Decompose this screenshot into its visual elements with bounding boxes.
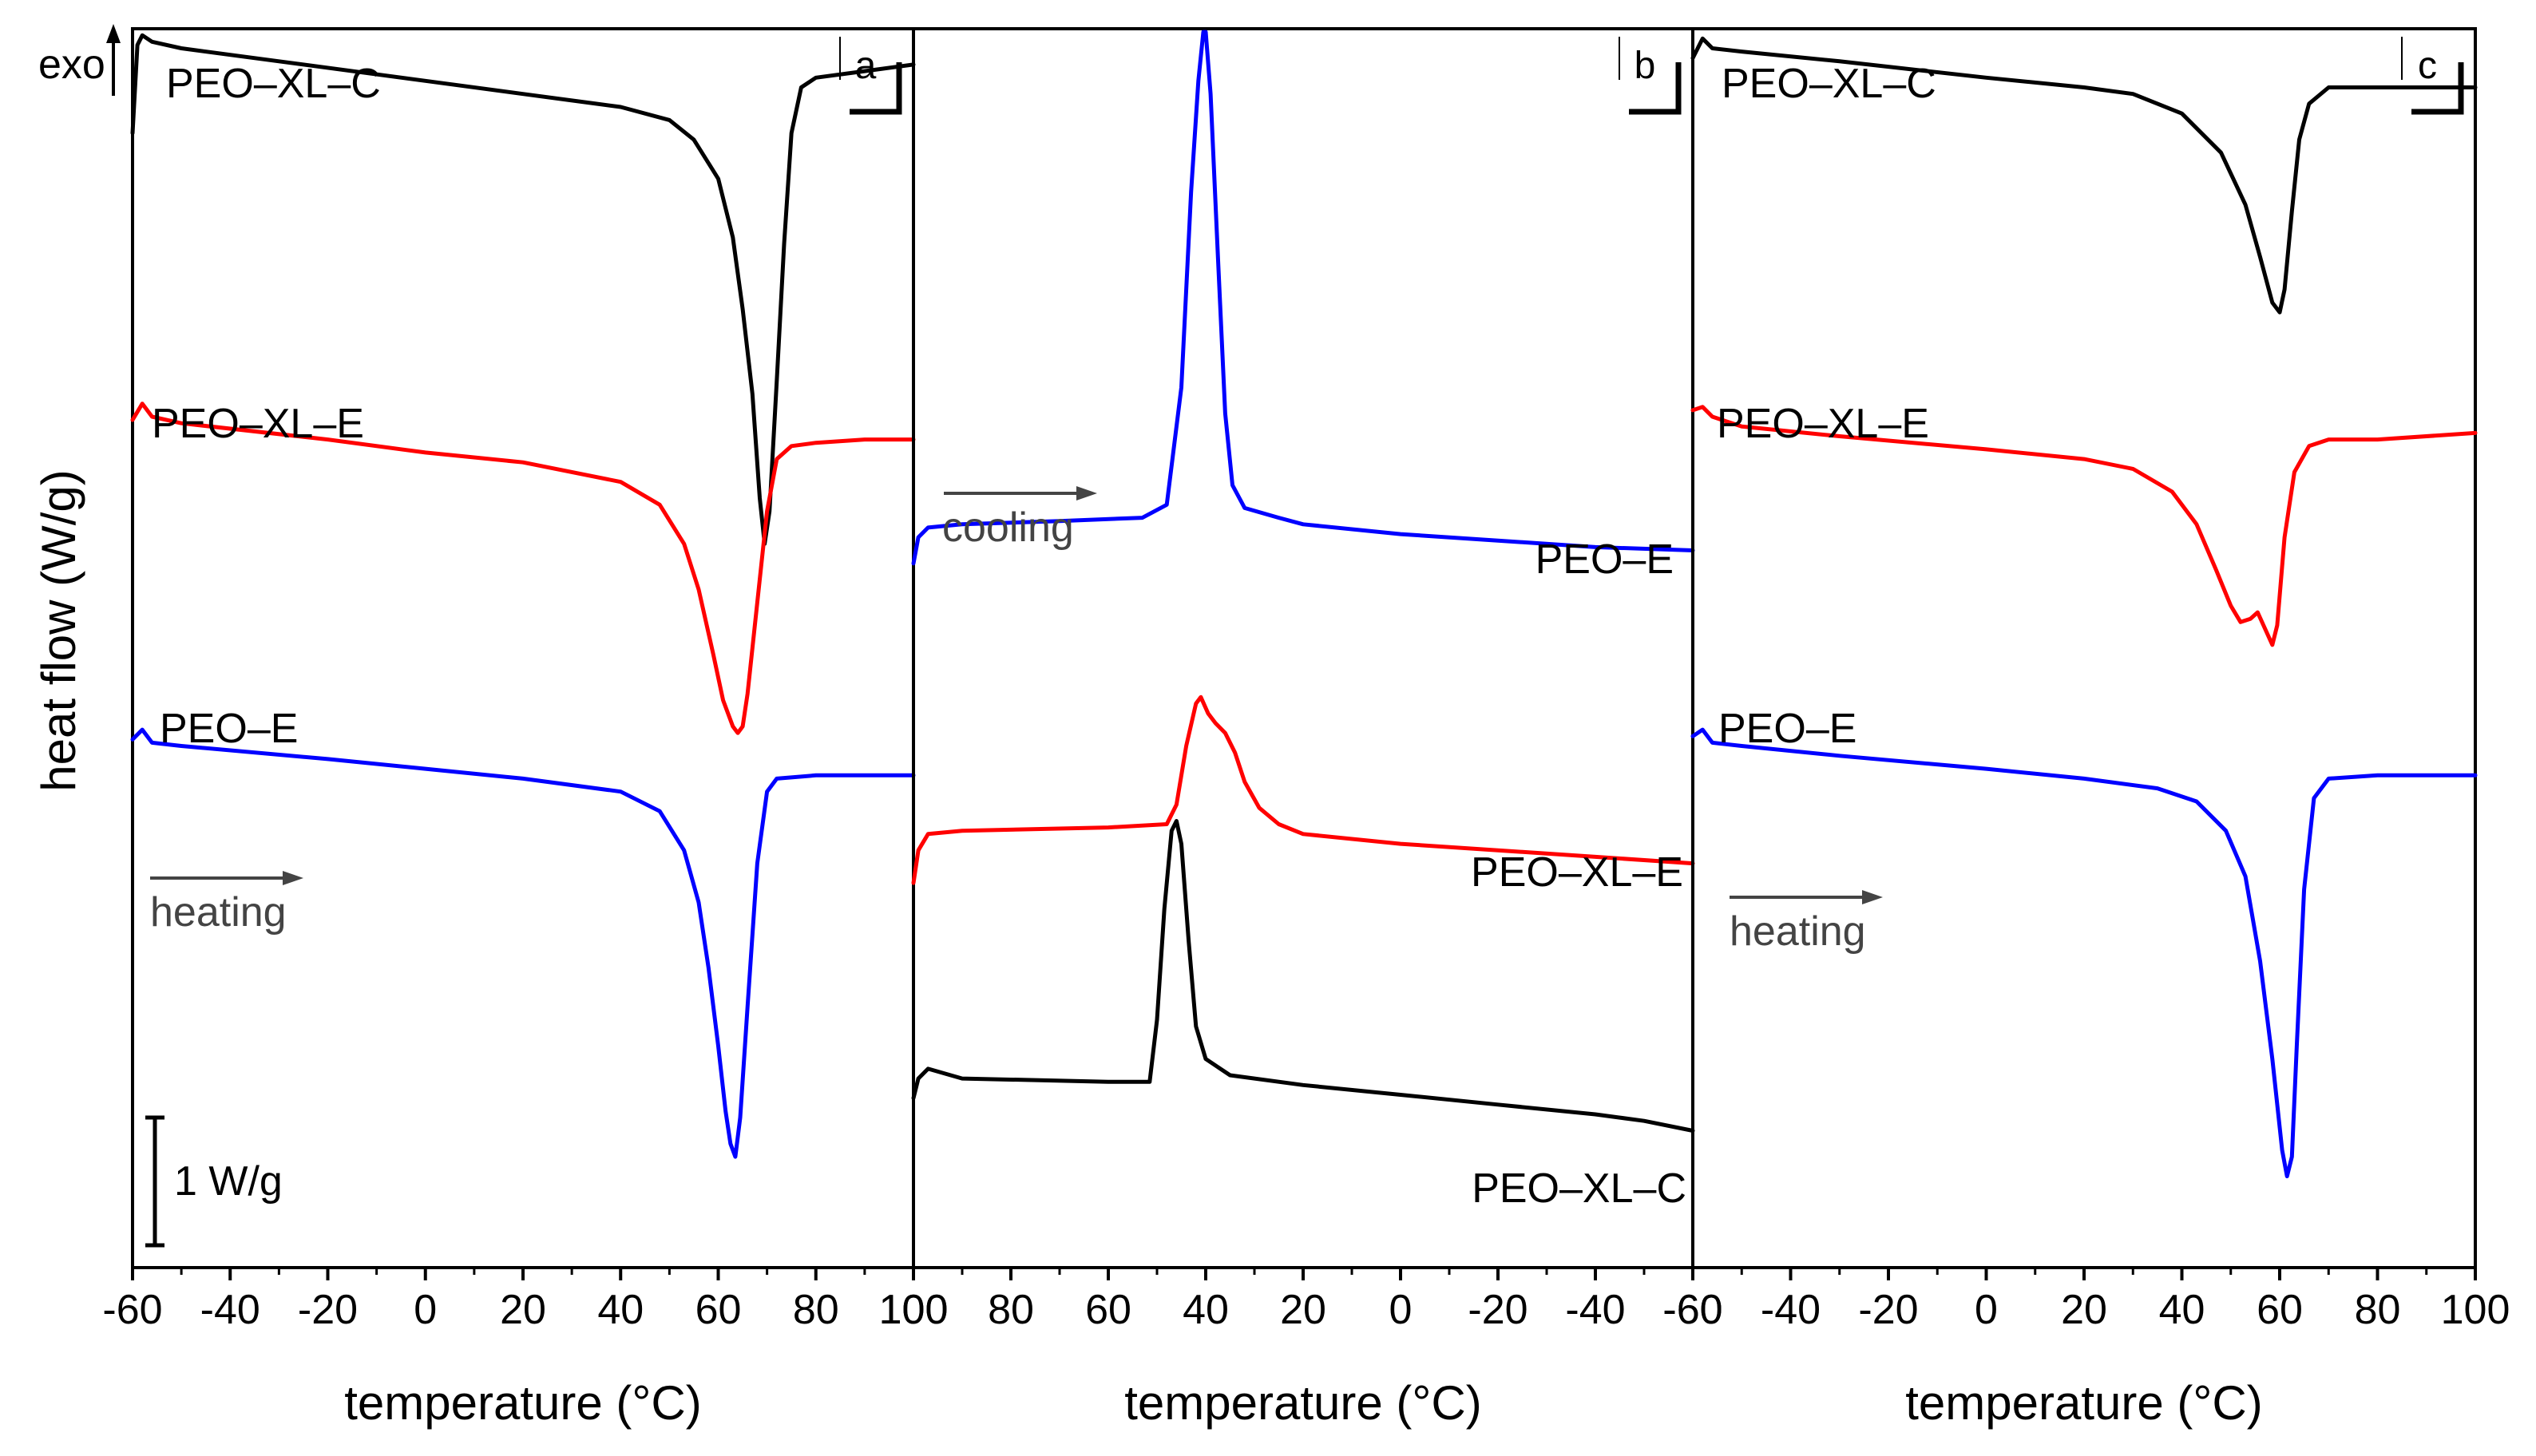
series-label-b-1: PEO–E xyxy=(1535,536,1674,583)
series-line-a-1 xyxy=(130,33,916,546)
x-tick-label-c-8: 100 xyxy=(2441,1287,2510,1333)
series-line-b-3 xyxy=(911,819,1695,1133)
x-tick-label-a-4: 20 xyxy=(500,1287,546,1333)
x-tick-label-a-5: 40 xyxy=(597,1287,644,1333)
x-tick-label-a-2: -20 xyxy=(298,1287,358,1333)
x-axis-title-c: temperature (°C) xyxy=(1905,1376,2262,1430)
x-tick-label-a-3: 0 xyxy=(414,1287,437,1333)
series-line-c-1 xyxy=(1690,36,2478,315)
panel-a-box-bracket xyxy=(850,62,902,115)
y-axis-title: heat flow (W/g) xyxy=(32,469,85,791)
x-tick-label-a-6: 60 xyxy=(695,1287,742,1333)
x-tick-label-a-7: 80 xyxy=(793,1287,839,1333)
series-label-a-1: PEO–XL–C xyxy=(166,61,381,107)
x-axis-title-a: temperature (°C) xyxy=(344,1376,701,1430)
x-tick-label-c-5: 40 xyxy=(2159,1287,2205,1333)
series-line-c-2 xyxy=(1690,405,2478,647)
series-label-c-2: PEO–XL–E xyxy=(1717,401,1929,447)
x-tick-label-a-8: 100 xyxy=(879,1287,949,1333)
annotation-arrow-icon-b xyxy=(1076,486,1097,500)
series-line-a-2 xyxy=(130,402,916,735)
series-label-a-3: PEO–E xyxy=(160,706,298,752)
x-tick-label-c-6: 60 xyxy=(2257,1287,2303,1333)
series-line-b-1 xyxy=(911,30,1695,566)
x-tick-label-c-3: 0 xyxy=(1975,1287,1998,1333)
panel-b-box-bracket xyxy=(1629,62,1682,115)
x-tick-label-b-1: 80 xyxy=(988,1287,1034,1333)
x-tick-label-c-0: -60 xyxy=(1662,1287,1722,1333)
annotation-label-c: heating xyxy=(1730,908,1866,955)
x-tick-label-b-8: -60 xyxy=(1662,1287,1722,1333)
x-tick-label-c-7: 80 xyxy=(2355,1287,2401,1333)
series-label-c-1: PEO–XL–C xyxy=(1722,61,1936,107)
x-tick-label-c-2: -20 xyxy=(1858,1287,1918,1333)
panel-c-letter: c xyxy=(2418,45,2437,87)
x-tick-label-b-7: -40 xyxy=(1565,1287,1625,1333)
annotation-arrow-icon-a xyxy=(283,871,303,885)
panel-b: 100 80 60 40 20 0 -20 -40 -60 temperature (°C) b PE… xyxy=(879,27,1723,1430)
exo-arrow-icon xyxy=(106,24,121,43)
exo-label: exo xyxy=(38,42,105,88)
annotation-label-a: heating xyxy=(150,889,287,936)
series-line-b-2 xyxy=(911,694,1695,885)
x-tick-label-b-4: 20 xyxy=(1280,1287,1326,1333)
series-line-c-3 xyxy=(1690,727,2478,1179)
x-tick-label-a-0: -60 xyxy=(102,1287,162,1333)
series-label-b-2: PEO–XL–E xyxy=(1471,849,1683,896)
panel-c: -60 -40 -20 0 20 40 60 80 100 temperature (°C) c PE… xyxy=(1662,27,2510,1430)
annotation-label-b: cooling xyxy=(942,504,1074,551)
scale-bar-label: 1 W/g xyxy=(174,1158,283,1205)
series-label-a-2: PEO–XL–E xyxy=(152,401,364,447)
panel-c-box-bracket xyxy=(2411,62,2464,115)
annotation-arrow-icon-c xyxy=(1862,890,1883,904)
x-axis-title-b: temperature (°C) xyxy=(1124,1376,1481,1430)
scale-bar xyxy=(145,1115,164,1248)
x-tick-label-b-0: 100 xyxy=(879,1287,949,1333)
panel-a-letter: a xyxy=(855,45,877,87)
x-tick-label-b-5: 0 xyxy=(1389,1287,1413,1333)
series-line-a-3 xyxy=(130,727,916,1159)
x-tick-label-c-1: -40 xyxy=(1761,1287,1821,1333)
series-label-c-3: PEO–E xyxy=(1718,706,1856,752)
x-tick-label-c-4: 20 xyxy=(2061,1287,2107,1333)
panel-b-letter: b xyxy=(1635,45,1656,87)
x-tick-label-b-6: -20 xyxy=(1468,1287,1528,1333)
x-tick-label-b-3: 40 xyxy=(1183,1287,1229,1333)
series-label-b-3: PEO–XL–C xyxy=(1472,1165,1686,1212)
x-tick-label-b-2: 60 xyxy=(1085,1287,1131,1333)
x-tick-label-a-1: -40 xyxy=(200,1287,260,1333)
